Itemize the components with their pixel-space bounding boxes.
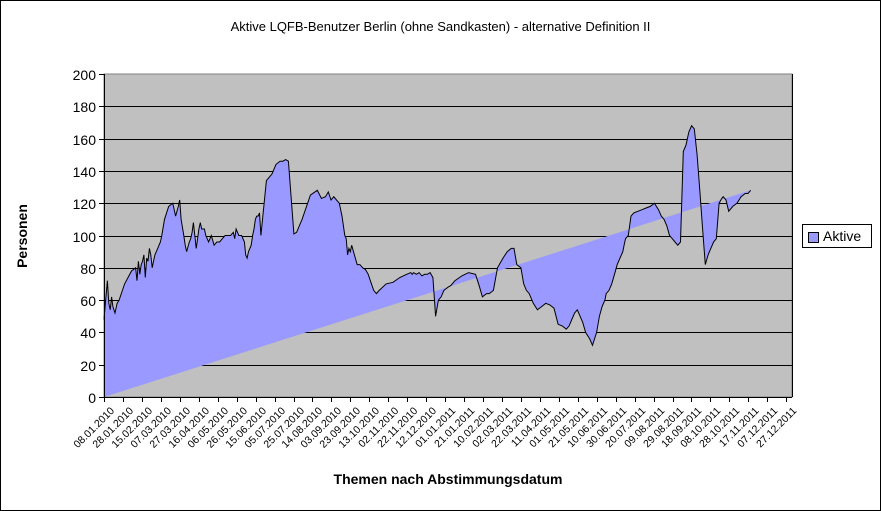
area-series-aktive xyxy=(104,125,751,397)
chart-title: Aktive LQFB-Benutzer Berlin (ohne Sandka… xyxy=(230,19,651,34)
y-tick-label: 200 xyxy=(72,66,96,83)
y-tick-label: 0 xyxy=(88,389,96,406)
y-tick-label: 40 xyxy=(80,324,96,341)
legend-label-aktive: Aktive xyxy=(823,228,862,244)
y-tick-label: 20 xyxy=(80,357,96,374)
y-tick-label: 120 xyxy=(72,195,96,212)
axes xyxy=(99,74,793,402)
y-tick-label: 80 xyxy=(80,260,96,277)
y-tick-label: 140 xyxy=(72,163,96,180)
legend-swatch-aktive xyxy=(808,232,819,243)
y-tick-label: 160 xyxy=(72,131,96,148)
y-axis-label: Personen xyxy=(14,204,30,268)
y-tick-label: 60 xyxy=(80,292,96,309)
x-axis-label: Themen nach Abstimmungsdatum xyxy=(333,471,563,487)
area-series-outline xyxy=(103,124,752,347)
legend: Aktive xyxy=(802,224,872,248)
y-tick-label: 180 xyxy=(72,98,96,115)
y-tick-label: 100 xyxy=(72,228,96,245)
